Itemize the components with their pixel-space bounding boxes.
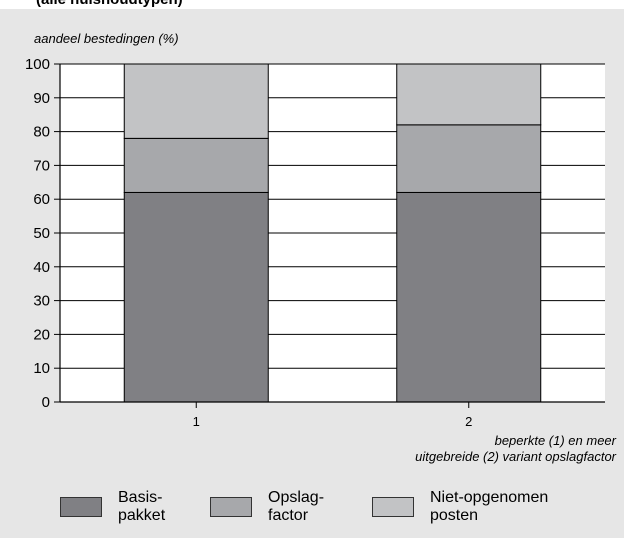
y-tick-label-60: 60: [33, 191, 50, 208]
bar-2-segment-0: [396, 191, 542, 403]
y-tick-label-90: 90: [33, 90, 50, 107]
y-tick-label-70: 70: [33, 157, 50, 174]
legend-label-opslagfactor: Opslag- factor: [268, 489, 325, 524]
bar-1-segment-0: [123, 191, 269, 403]
chart-panel: aandeel bestedingen (%) 0 10 20 30 40 50 60 70 8…: [0, 9, 624, 538]
y-tick-label-40: 40: [33, 259, 50, 276]
page-title: (alle huishoudtypen): [36, 0, 183, 8]
bar-2-segment-2: [396, 63, 542, 126]
legend-item-0: Basis- pakket: [60, 489, 165, 525]
x-tick-label-1: 1: [193, 414, 200, 429]
bar-2-segment-1: [396, 124, 542, 193]
x-axis-caption-line: uitgebreide (2) variant opslagfactor: [415, 449, 616, 464]
y-axis-label: aandeel bestedingen (%): [34, 31, 179, 46]
y-tick-label-30: 30: [33, 293, 50, 310]
legend-label-basispakket: Basis- pakket: [118, 489, 166, 524]
legend-swatch-niet-opgenomen: [372, 497, 414, 517]
y-tick-label-20: 20: [33, 326, 50, 343]
bar-1-segment-1: [123, 137, 269, 193]
y-tick-label-80: 80: [33, 124, 50, 141]
legend-label-niet-opgenomen: Niet-opgenomen posten: [430, 489, 549, 524]
legend-swatch-basispakket: [60, 497, 102, 517]
y-tick-label-50: 50: [33, 225, 50, 242]
legend-item-2: Niet-opgenomen posten: [372, 489, 548, 525]
legend-item-1: Opslag- factor: [210, 489, 324, 525]
stacked-bar-chart: 0 10 20 30 40 50 60 70 80 90 100 1 2: [25, 56, 605, 429]
x-tick-label-2: 2: [465, 414, 472, 429]
y-tick-label-10: 10: [33, 360, 50, 377]
y-tick-label-0: 0: [42, 394, 50, 411]
legend-swatch-opslagfactor: [210, 497, 252, 517]
bar-1-segment-2: [123, 63, 269, 139]
y-tick-label-100: 100: [25, 56, 50, 73]
x-axis-caption: beperkte (1) en meer uitgebreide (2) vari…: [415, 433, 616, 465]
x-axis-caption-line: beperkte (1) en meer: [494, 433, 616, 448]
